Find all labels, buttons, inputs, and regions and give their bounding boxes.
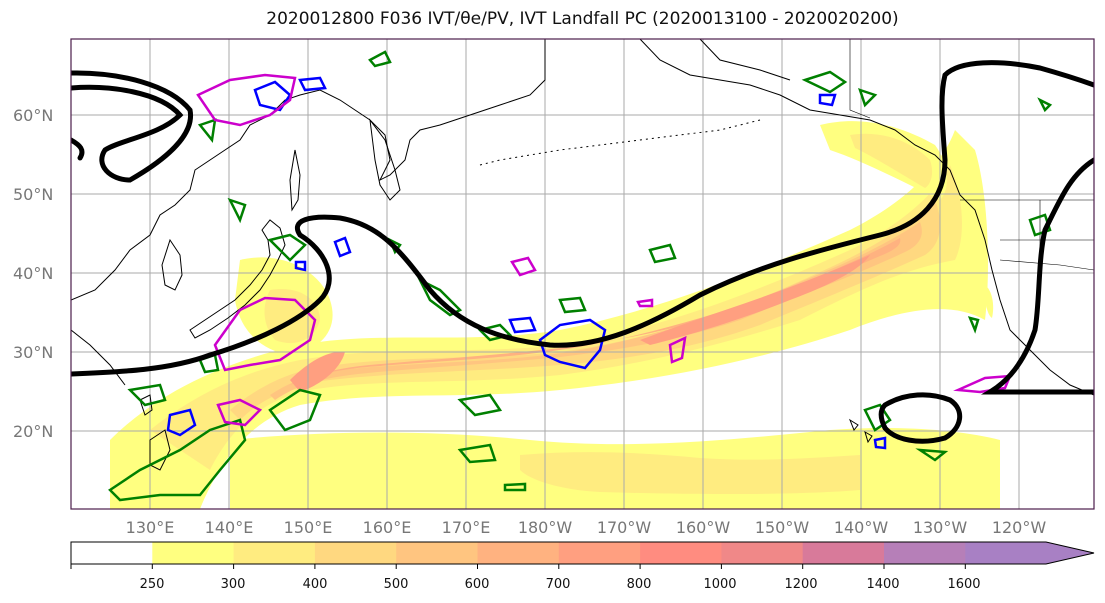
lat-label-20: 20°N (13, 422, 53, 441)
colorbar-tick-label: 600 (465, 577, 490, 592)
colorbar-tick-labels: 250 300 400 500 600 700 800 1000 1200 14… (140, 577, 981, 592)
colorbar-segment (965, 542, 1094, 564)
lon-label-130e: 130°E (126, 518, 175, 537)
colorbar-segment (477, 542, 560, 564)
pc-contours (71, 60, 1094, 444)
colorbar-tick-label: 250 (140, 577, 165, 592)
pv-blue-contours (166, 76, 887, 450)
colorbar-segments (71, 542, 1094, 564)
map-frame (70, 38, 1095, 510)
lon-label-170e: 170°E (442, 518, 491, 537)
ivt-shading (110, 121, 1000, 509)
colorbar-tick-label: 800 (627, 577, 652, 592)
lon-label-120w: 120°W (992, 518, 1047, 537)
colorbar-segment (721, 542, 804, 564)
lon-label-160w: 160°W (676, 518, 731, 537)
colorbar-tick-label: 400 (303, 577, 328, 592)
graticule (71, 39, 1094, 509)
lon-label-130w: 130°W (913, 518, 968, 537)
latitude-labels: 60°N 50°N 40°N 30°N 20°N (13, 106, 53, 441)
longitude-labels: 130°E 140°E 150°E 160°E 170°E 180°W 170°… (126, 518, 1047, 537)
colorbar-segment (884, 542, 966, 564)
colorbar-tick-label: 1000 (703, 577, 736, 592)
colorbar-tick-label: 1600 (947, 577, 980, 592)
coastlines (71, 39, 1094, 471)
colorbar-tick-label: 1400 (866, 577, 899, 592)
map-title: 2020012800 F036 IVT/θe/PV, IVT Landfall … (266, 9, 899, 29)
colorbar: 250 300 400 500 600 700 800 1000 1200 14… (70, 541, 1095, 592)
colorbar-tick-label: 300 (221, 577, 246, 592)
colorbar-segment (152, 542, 235, 564)
colorbar-tick-label: 1200 (784, 577, 817, 592)
lon-label-180w: 180°W (518, 518, 573, 537)
colorbar-tick-label: 500 (384, 577, 409, 592)
colorbar-segment (558, 542, 641, 564)
lon-label-150w: 150°W (755, 518, 810, 537)
lon-label-160e: 160°E (363, 518, 412, 537)
colorbar-segment (802, 542, 885, 564)
colorbar-segment (640, 542, 722, 564)
lat-label-30: 30°N (13, 343, 53, 362)
colorbar-tick-label: 700 (546, 577, 571, 592)
colorbar-tickmarks (70, 564, 966, 569)
colorbar-segment (71, 542, 153, 564)
lat-label-60: 60°N (13, 106, 53, 125)
colorbar-segment (233, 542, 316, 564)
colorbar-outline (70, 541, 1095, 565)
pv-magenta-contours (196, 73, 1012, 427)
lon-label-140w: 140°W (834, 518, 889, 537)
lat-label-40: 40°N (13, 264, 53, 283)
lat-label-50: 50°N (13, 185, 53, 204)
colorbar-segment (396, 542, 478, 564)
lon-label-170w: 170°W (597, 518, 652, 537)
colorbar-segment (314, 542, 397, 564)
lon-label-140e: 140°E (205, 518, 254, 537)
lon-label-150e: 150°E (284, 518, 333, 537)
